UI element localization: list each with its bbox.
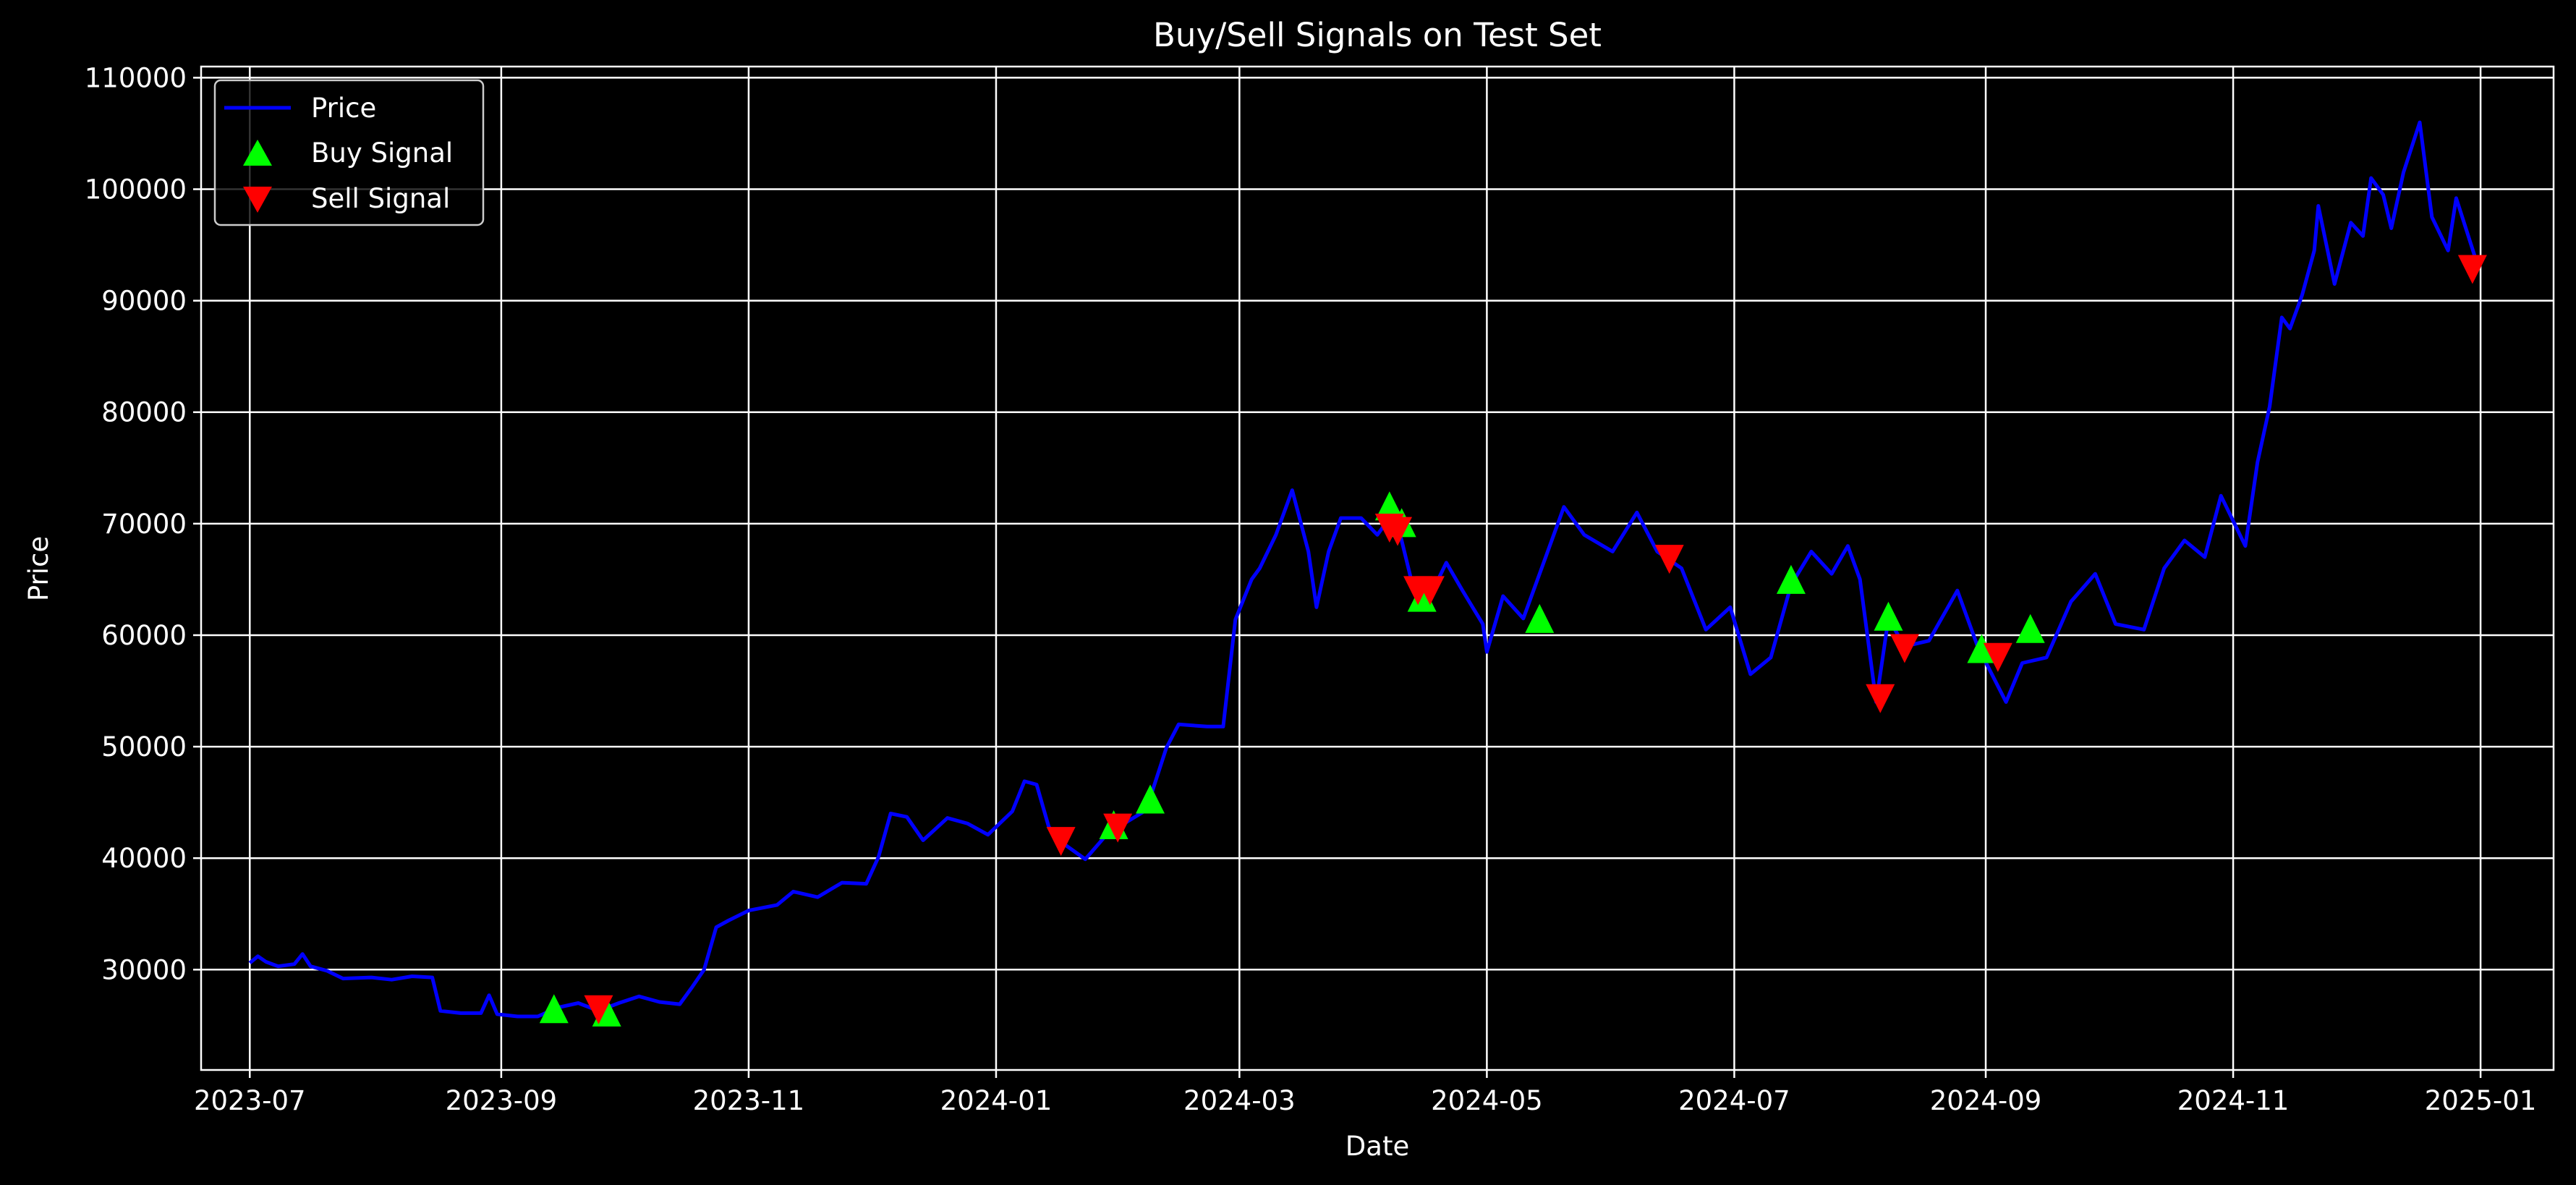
x-tick-label: 2023-07 bbox=[194, 1085, 306, 1116]
y-tick-label: 90000 bbox=[101, 286, 187, 317]
sell-signal-marker bbox=[1890, 634, 1919, 663]
y-tick-label: 50000 bbox=[101, 731, 187, 763]
sell-signal-marker bbox=[1383, 517, 1413, 546]
y-axis-label: Price bbox=[23, 536, 54, 601]
x-tick-label: 2024-03 bbox=[1183, 1085, 1296, 1116]
legend-sell-label: Sell Signal bbox=[311, 183, 450, 214]
legend: Price Buy Signal Sell Signal bbox=[213, 79, 485, 226]
sell-signal-marker bbox=[1046, 827, 1076, 857]
y-tick-label: 110000 bbox=[85, 62, 187, 93]
legend-buy-marker bbox=[243, 140, 272, 166]
y-tick-label: 30000 bbox=[101, 954, 187, 985]
sell-signal-marker bbox=[1415, 576, 1445, 606]
buy-signal-marker bbox=[539, 994, 569, 1024]
legend-price-label: Price bbox=[311, 93, 376, 124]
x-tick-label: 2024-01 bbox=[940, 1085, 1053, 1116]
x-tick-label: 2023-09 bbox=[446, 1085, 558, 1116]
buy-signal-marker bbox=[1525, 603, 1555, 633]
x-tick-label: 2024-09 bbox=[1930, 1085, 2042, 1116]
sell-signal-marker bbox=[1103, 813, 1133, 843]
chart-title: Buy/Sell Signals on Test Set bbox=[1153, 16, 1602, 54]
x-axis-ticks: 2023-07 2023-09 2023-11 2024-01 2024-03 2024-… bbox=[194, 1070, 2536, 1116]
y-tick-label: 100000 bbox=[85, 174, 187, 205]
buy-signal-marker bbox=[1407, 582, 1437, 612]
y-tick-label: 80000 bbox=[101, 397, 187, 428]
x-tick-label: 2025-01 bbox=[2425, 1085, 2537, 1116]
x-axis-label: Date bbox=[1346, 1131, 1409, 1162]
buy-signal-marker bbox=[1374, 491, 1404, 521]
x-tick-label: 2023-11 bbox=[693, 1085, 805, 1116]
buy-signal-marker bbox=[1136, 784, 1165, 814]
y-tick-label: 60000 bbox=[101, 620, 187, 651]
sell-signal-marker bbox=[2457, 255, 2487, 284]
y-axis-ticks: 30000 40000 50000 60000 70000 80000 90000 10000… bbox=[85, 62, 201, 985]
sell-signal-marker bbox=[1983, 642, 2012, 672]
legend-buy-label: Buy Signal bbox=[311, 137, 453, 169]
grid bbox=[201, 67, 2554, 1070]
x-tick-label: 2024-05 bbox=[1431, 1085, 1543, 1116]
x-tick-label: 2024-11 bbox=[2177, 1085, 2290, 1116]
sell-signal-marker bbox=[1866, 684, 1895, 713]
legend-sell-marker bbox=[243, 187, 272, 213]
sell-signal-marker bbox=[1654, 545, 1684, 574]
y-tick-label: 70000 bbox=[101, 509, 187, 540]
legend-box bbox=[213, 79, 485, 226]
plot-frame bbox=[200, 65, 2555, 1071]
sell-signal-marker bbox=[584, 995, 613, 1024]
x-tick-label: 2024-07 bbox=[1678, 1085, 1790, 1116]
buy-signal-marker bbox=[2015, 613, 2045, 643]
buy-signal-marker bbox=[1967, 634, 1997, 663]
buy-signal-marker bbox=[1776, 564, 1806, 594]
y-tick-label: 40000 bbox=[101, 843, 187, 874]
buy-signal-marker bbox=[1874, 601, 1903, 631]
sell-signal-series bbox=[584, 255, 2487, 1024]
